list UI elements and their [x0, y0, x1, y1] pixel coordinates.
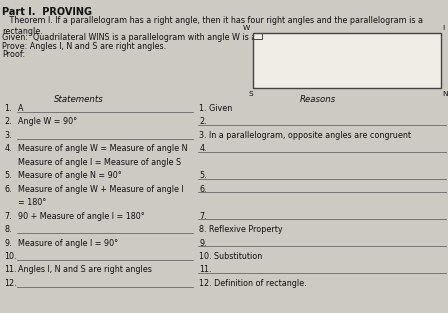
- Text: Given:  Quadrilateral WINS is a parallelogram with angle W is a right angle.: Given: Quadrilateral WINS is a parallelo…: [2, 33, 305, 43]
- Text: 2.: 2.: [199, 117, 207, 126]
- Text: Reasons: Reasons: [300, 95, 336, 105]
- Text: 10. Substitution: 10. Substitution: [199, 252, 263, 261]
- Bar: [253, 33, 441, 88]
- Text: Measure of angle I = 90°: Measure of angle I = 90°: [18, 239, 118, 248]
- Text: Angle W = 90°: Angle W = 90°: [18, 117, 77, 126]
- Text: Measure of angle W + Measure of angle I: Measure of angle W + Measure of angle I: [18, 185, 184, 194]
- Text: A: A: [18, 104, 23, 113]
- Text: Angles I, N and S are right angles: Angles I, N and S are right angles: [18, 265, 152, 275]
- Text: Measure of angle I = Measure of angle S: Measure of angle I = Measure of angle S: [18, 158, 181, 167]
- Text: 3. In a parallelogram, opposite angles are congruent: 3. In a parallelogram, opposite angles a…: [199, 131, 411, 140]
- Text: 9.: 9.: [199, 239, 207, 248]
- Text: = 180°: = 180°: [18, 198, 46, 207]
- Text: W: W: [243, 25, 250, 31]
- Text: Proof:: Proof:: [2, 50, 26, 59]
- Text: I: I: [443, 25, 445, 31]
- Text: 12. Definition of rectangle.: 12. Definition of rectangle.: [199, 279, 307, 288]
- Text: 1. Given: 1. Given: [199, 104, 233, 113]
- Text: Part I.  PROVING: Part I. PROVING: [2, 7, 92, 17]
- Text: Prove: Angles I, N and S are right angles.: Prove: Angles I, N and S are right angle…: [2, 42, 166, 51]
- Text: 6.: 6.: [199, 185, 207, 194]
- Text: 4.: 4.: [4, 144, 12, 153]
- Text: 5.: 5.: [4, 171, 12, 180]
- Text: 3.: 3.: [4, 131, 12, 140]
- Text: 9.: 9.: [4, 239, 12, 248]
- Text: 5.: 5.: [199, 171, 207, 180]
- Text: 8. Reflexive Property: 8. Reflexive Property: [199, 225, 283, 234]
- Text: 7.: 7.: [199, 212, 207, 221]
- Text: Measure of angle N = 90°: Measure of angle N = 90°: [18, 171, 122, 180]
- Text: 10.: 10.: [4, 252, 17, 261]
- Text: 7.: 7.: [4, 212, 12, 221]
- Text: N: N: [443, 91, 448, 97]
- Text: 6.: 6.: [4, 185, 12, 194]
- Text: 90 + Measure of angle I = 180°: 90 + Measure of angle I = 180°: [18, 212, 145, 221]
- Text: 4.: 4.: [199, 144, 207, 153]
- Text: Statements: Statements: [53, 95, 103, 105]
- Text: 1.: 1.: [4, 104, 12, 113]
- Text: 11.: 11.: [199, 265, 212, 275]
- Text: Theorem I. If a parallelogram has a right angle, then it has four right angles a: Theorem I. If a parallelogram has a righ…: [2, 16, 423, 36]
- Text: 12.: 12.: [4, 279, 17, 288]
- Text: 11.: 11.: [4, 265, 17, 275]
- Text: S: S: [249, 91, 253, 97]
- Text: 2.: 2.: [4, 117, 12, 126]
- Text: 8.: 8.: [4, 225, 12, 234]
- Text: Measure of angle W = Measure of angle N: Measure of angle W = Measure of angle N: [18, 144, 187, 153]
